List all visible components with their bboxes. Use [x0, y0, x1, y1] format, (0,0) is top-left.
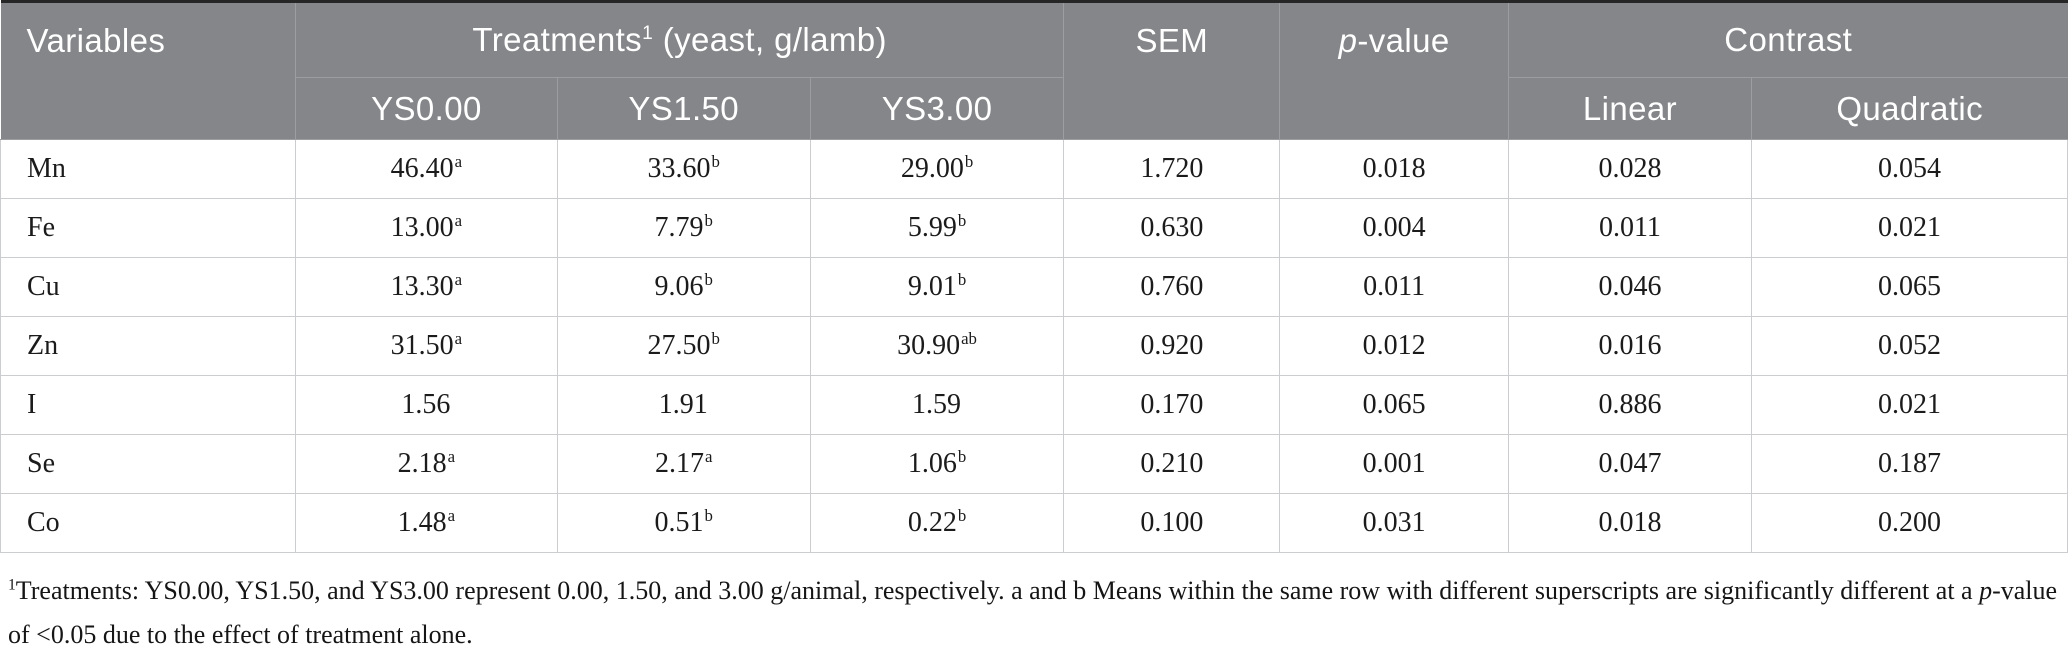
table-row-co: Co 1.48a 0.51b 0.22b 0.100 0.031 0.018 0…: [0, 493, 2068, 553]
cell-quadratic: 0.187: [1750, 434, 2068, 494]
cell-ys150: 9.06b: [556, 257, 811, 317]
table-row-i: I 1.56 1.91 1.59 0.170 0.065 0.886 0.021: [0, 375, 2068, 435]
cell-ys300: 0.22b: [809, 493, 1065, 553]
cell-sem: 0.760: [1063, 257, 1281, 317]
cell-ys000: 1.56: [294, 375, 558, 435]
cell-linear: 0.018: [1508, 493, 1752, 553]
cell-linear: 0.046: [1508, 257, 1752, 317]
cell-ys300: 1.59: [809, 375, 1065, 435]
row-label: I: [0, 375, 296, 435]
row-label: Mn: [0, 139, 296, 199]
cell-ys300: 1.06b: [809, 434, 1065, 494]
cell-quadratic: 0.200: [1750, 493, 2068, 553]
table-row-fe: Fe 13.00a 7.79b 5.99b 0.630 0.004 0.011 …: [0, 198, 2068, 258]
mineral-table: Variables Treatments1 (yeast, g/lamb) SE…: [0, 0, 2068, 553]
cell-ys150: 1.91: [556, 375, 811, 435]
cell-linear: 0.016: [1508, 316, 1752, 376]
cell-ys000: 31.50a: [294, 316, 558, 376]
footnote-text: Treatments: YS0.00, YS1.50, and YS3.00 r…: [15, 576, 1980, 605]
cell-linear: 0.011: [1508, 198, 1752, 258]
col-header-variables: Variables: [0, 1, 296, 140]
cell-linear: 0.047: [1508, 434, 1752, 494]
table-body: Mn 46.40a 33.60b 29.00b 1.720 0.018 0.02…: [0, 139, 2068, 553]
footnote-marker: 1: [8, 576, 16, 594]
cell-ys000: 1.48a: [294, 493, 558, 553]
cell-ys150: 2.17a: [556, 434, 811, 494]
footnote: 1Treatments: YS0.00, YS1.50, and YS3.00 …: [0, 553, 2068, 657]
cell-sem: 0.630: [1063, 198, 1281, 258]
col-header-quadratic: Quadratic: [1750, 77, 2068, 140]
treatments-footnote-marker: 1: [642, 23, 654, 44]
table-row-cu: Cu 13.30a 9.06b 9.01b 0.760 0.011 0.046 …: [0, 257, 2068, 317]
cell-ys000: 13.00a: [294, 198, 558, 258]
cell-quadratic: 0.054: [1750, 139, 2068, 199]
cell-ys150: 33.60b: [556, 139, 811, 199]
row-label: Fe: [0, 198, 296, 258]
cell-ys150: 0.51b: [556, 493, 811, 553]
col-header-p-value: p-value: [1279, 1, 1510, 140]
col-header-linear: Linear: [1508, 77, 1752, 140]
cell-quadratic: 0.021: [1750, 198, 2068, 258]
cell-ys150: 7.79b: [556, 198, 811, 258]
cell-ys000: 46.40a: [294, 139, 558, 199]
row-label: Se: [0, 434, 296, 494]
cell-sem: 1.720: [1063, 139, 1281, 199]
table-header: Variables Treatments1 (yeast, g/lamb) SE…: [0, 1, 2068, 140]
cell-p-value: 0.011: [1279, 257, 1510, 317]
col-header-ys150: YS1.50: [556, 77, 811, 140]
col-header-treatments: Treatments1 (yeast, g/lamb): [294, 1, 1065, 78]
cell-ys300: 30.90ab: [809, 316, 1065, 376]
col-header-contrast: Contrast: [1508, 1, 2068, 78]
cell-p-value: 0.004: [1279, 198, 1510, 258]
cell-sem: 0.170: [1063, 375, 1281, 435]
cell-linear: 0.028: [1508, 139, 1752, 199]
cell-quadratic: 0.021: [1750, 375, 2068, 435]
row-label: Cu: [0, 257, 296, 317]
cell-sem: 0.920: [1063, 316, 1281, 376]
cell-ys000: 2.18a: [294, 434, 558, 494]
table-row-mn: Mn 46.40a 33.60b 29.00b 1.720 0.018 0.02…: [0, 139, 2068, 199]
cell-quadratic: 0.052: [1750, 316, 2068, 376]
cell-ys300: 5.99b: [809, 198, 1065, 258]
cell-ys000: 13.30a: [294, 257, 558, 317]
footnote-p-italic: p: [1979, 576, 1993, 605]
col-header-ys000: YS0.00: [295, 77, 558, 140]
cell-p-value: 0.018: [1279, 139, 1510, 199]
cell-p-value: 0.012: [1279, 316, 1510, 376]
table-row-zn: Zn 31.50a 27.50b 30.90ab 0.920 0.012 0.0…: [0, 316, 2068, 376]
cell-ys300: 9.01b: [809, 257, 1065, 317]
cell-p-value: 0.065: [1279, 375, 1510, 435]
cell-sem: 0.210: [1063, 434, 1281, 494]
cell-p-value: 0.031: [1279, 493, 1510, 553]
col-header-sem: SEM: [1063, 1, 1281, 140]
cell-p-value: 0.001: [1279, 434, 1510, 494]
cell-ys300: 29.00b: [809, 139, 1065, 199]
cell-linear: 0.886: [1508, 375, 1752, 435]
row-label: Zn: [0, 316, 296, 376]
cell-sem: 0.100: [1063, 493, 1281, 553]
col-header-ys300: YS3.00: [809, 77, 1065, 140]
row-label: Co: [0, 493, 296, 553]
cell-ys150: 27.50b: [556, 316, 811, 376]
cell-quadratic: 0.065: [1750, 257, 2068, 317]
table-row-se: Se 2.18a 2.17a 1.06b 0.210 0.001 0.047 0…: [0, 434, 2068, 494]
footnote-text-tail: -value of <0.05 due to the effect of tre…: [8, 576, 2058, 649]
